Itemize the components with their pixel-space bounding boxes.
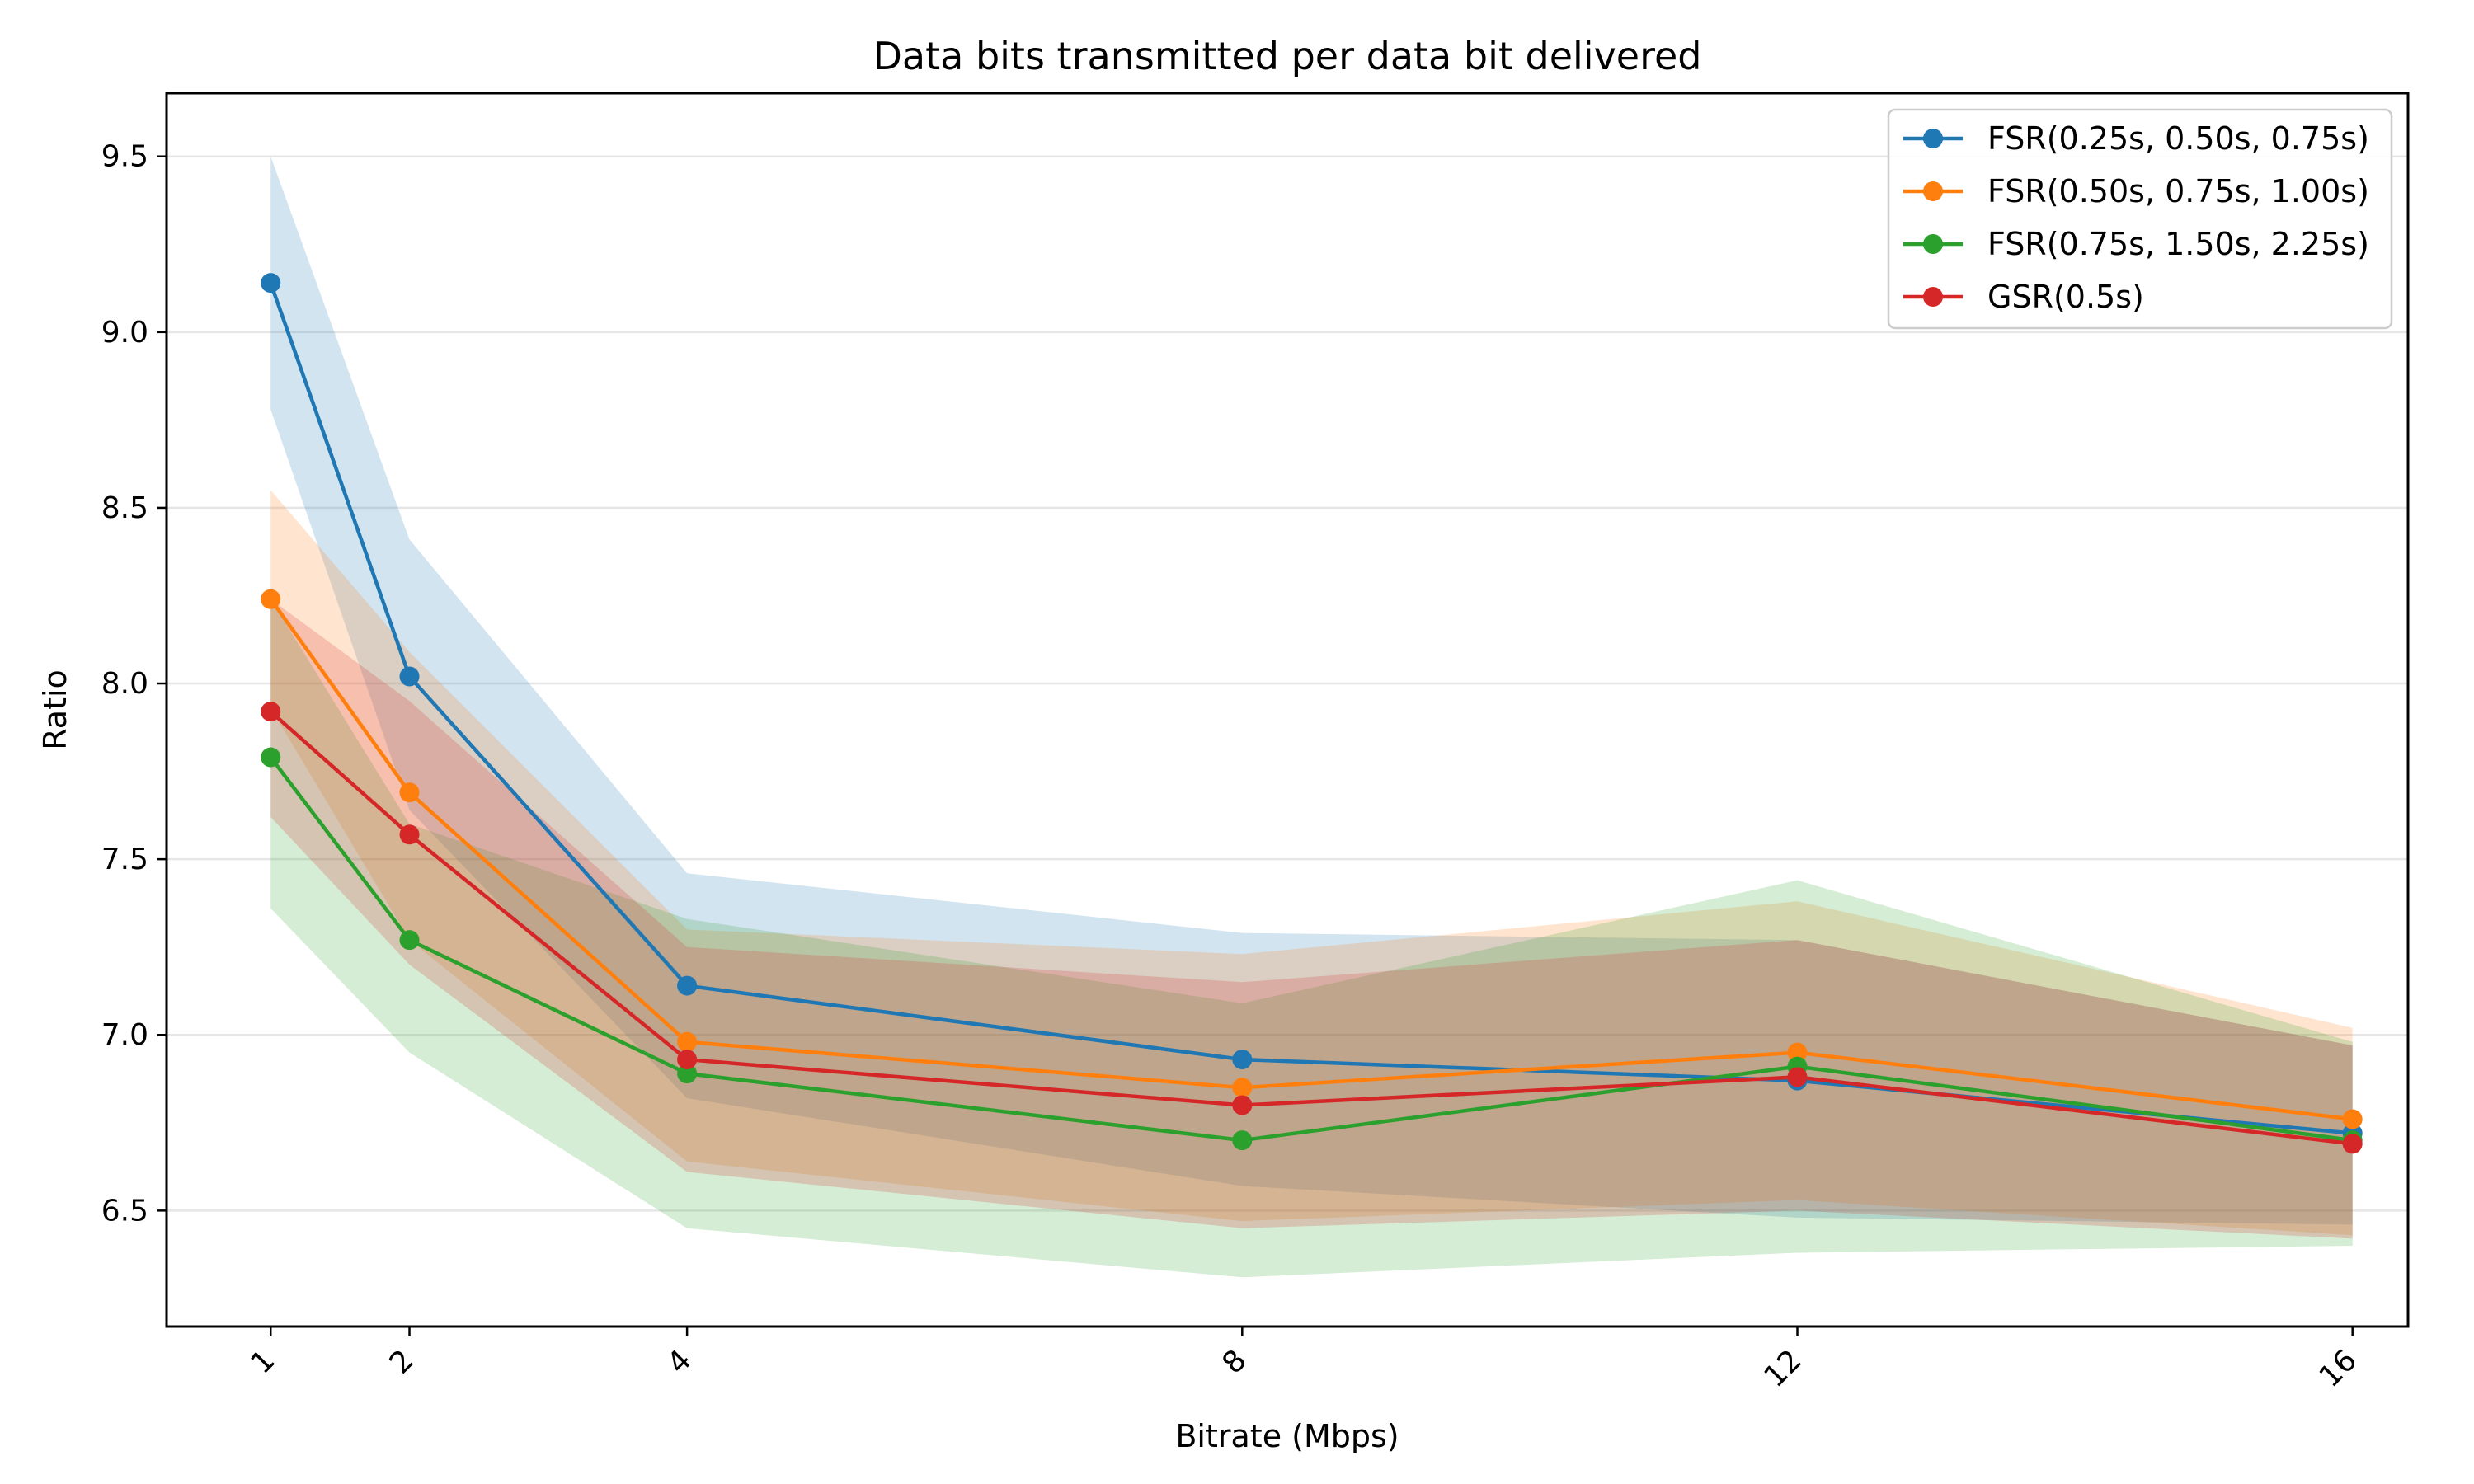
confidence-band — [270, 156, 2353, 1225]
series-markers — [261, 273, 2363, 1154]
legend-label: FSR(0.75s, 1.50s, 2.25s) — [1987, 226, 2369, 262]
data-point — [399, 666, 420, 687]
x-axis-label: Bitrate (Mbps) — [1175, 1418, 1399, 1454]
data-point — [2342, 1109, 2363, 1129]
data-point — [399, 824, 420, 845]
data-point — [677, 1050, 698, 1070]
legend-box — [1887, 108, 2393, 330]
confidence-band — [270, 599, 2353, 1278]
y-tick-label: 7.5 — [101, 843, 148, 876]
data-point — [677, 1031, 698, 1052]
data-point — [677, 975, 698, 996]
data-point — [1232, 1050, 1253, 1070]
data-point — [1232, 1095, 1253, 1115]
series-lines — [269, 282, 2353, 1146]
data-point — [261, 273, 281, 294]
legend-label: FSR(0.50s, 0.75s, 1.00s) — [1987, 173, 2369, 209]
data-point — [261, 702, 281, 722]
data-point — [1787, 1067, 1808, 1087]
series-line — [269, 710, 2353, 1146]
data-point — [399, 782, 420, 803]
legend-swatch-marker — [1923, 287, 1943, 307]
series-line — [269, 598, 2353, 1121]
data-point — [1232, 1130, 1253, 1151]
y-tick-label: 9.5 — [101, 140, 148, 174]
y-axis-ticks: 6.5 7.0 7.5 8.0 8.5 9.0 9.5 — [101, 140, 167, 1228]
y-tick-label: 9.0 — [101, 316, 148, 350]
series-line — [269, 756, 2353, 1143]
legend-swatch-marker — [1923, 234, 1943, 254]
y-tick-label: 8.5 — [101, 491, 148, 525]
data-point — [1787, 1042, 1808, 1063]
data-point — [399, 930, 420, 951]
confidence-band — [270, 599, 2353, 1239]
data-point — [1232, 1078, 1253, 1098]
y-axis-label: Ratio — [37, 669, 73, 750]
plot-frame — [165, 92, 2410, 1328]
data-point — [677, 1064, 698, 1084]
data-point — [2342, 1134, 2363, 1154]
legend-label: GSR(0.5s) — [1987, 279, 2144, 315]
legend-swatch-marker — [1923, 129, 1943, 148]
legend-label: FSR(0.25s, 0.50s, 0.75s) — [1987, 120, 2369, 157]
legend-swatch-marker — [1923, 181, 1943, 201]
data-point — [261, 747, 281, 768]
y-tick-label: 6.5 — [101, 1194, 148, 1228]
data-point — [261, 589, 281, 609]
y-tick-label: 8.0 — [101, 667, 148, 701]
legend: FSR(0.25s, 0.50s, 0.75s) FSR(0.50s, 0.75s… — [1887, 108, 2393, 330]
chart-title: Data bits transmitted per data bit deliv… — [873, 34, 1702, 78]
y-tick-label: 7.0 — [101, 1018, 148, 1052]
